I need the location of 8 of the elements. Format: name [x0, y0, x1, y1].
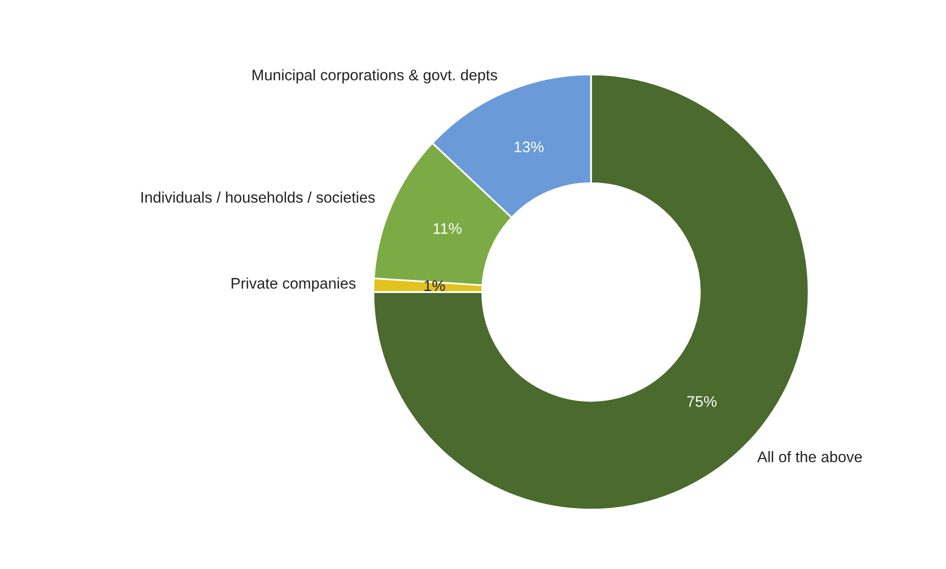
- slice-label: All of the above: [757, 451, 862, 462]
- slice-label: Private companies: [232, 277, 356, 292]
- slice-label: Individuals / households / societies: [142, 192, 375, 203]
- data-label: 13%: [514, 141, 544, 152]
- data-label: 75%: [687, 396, 717, 407]
- slice-label: Municipal corporations & govt. depts: [252, 69, 498, 84]
- data-label: 11%: [434, 223, 462, 234]
- data-label: 1%: [424, 280, 445, 292]
